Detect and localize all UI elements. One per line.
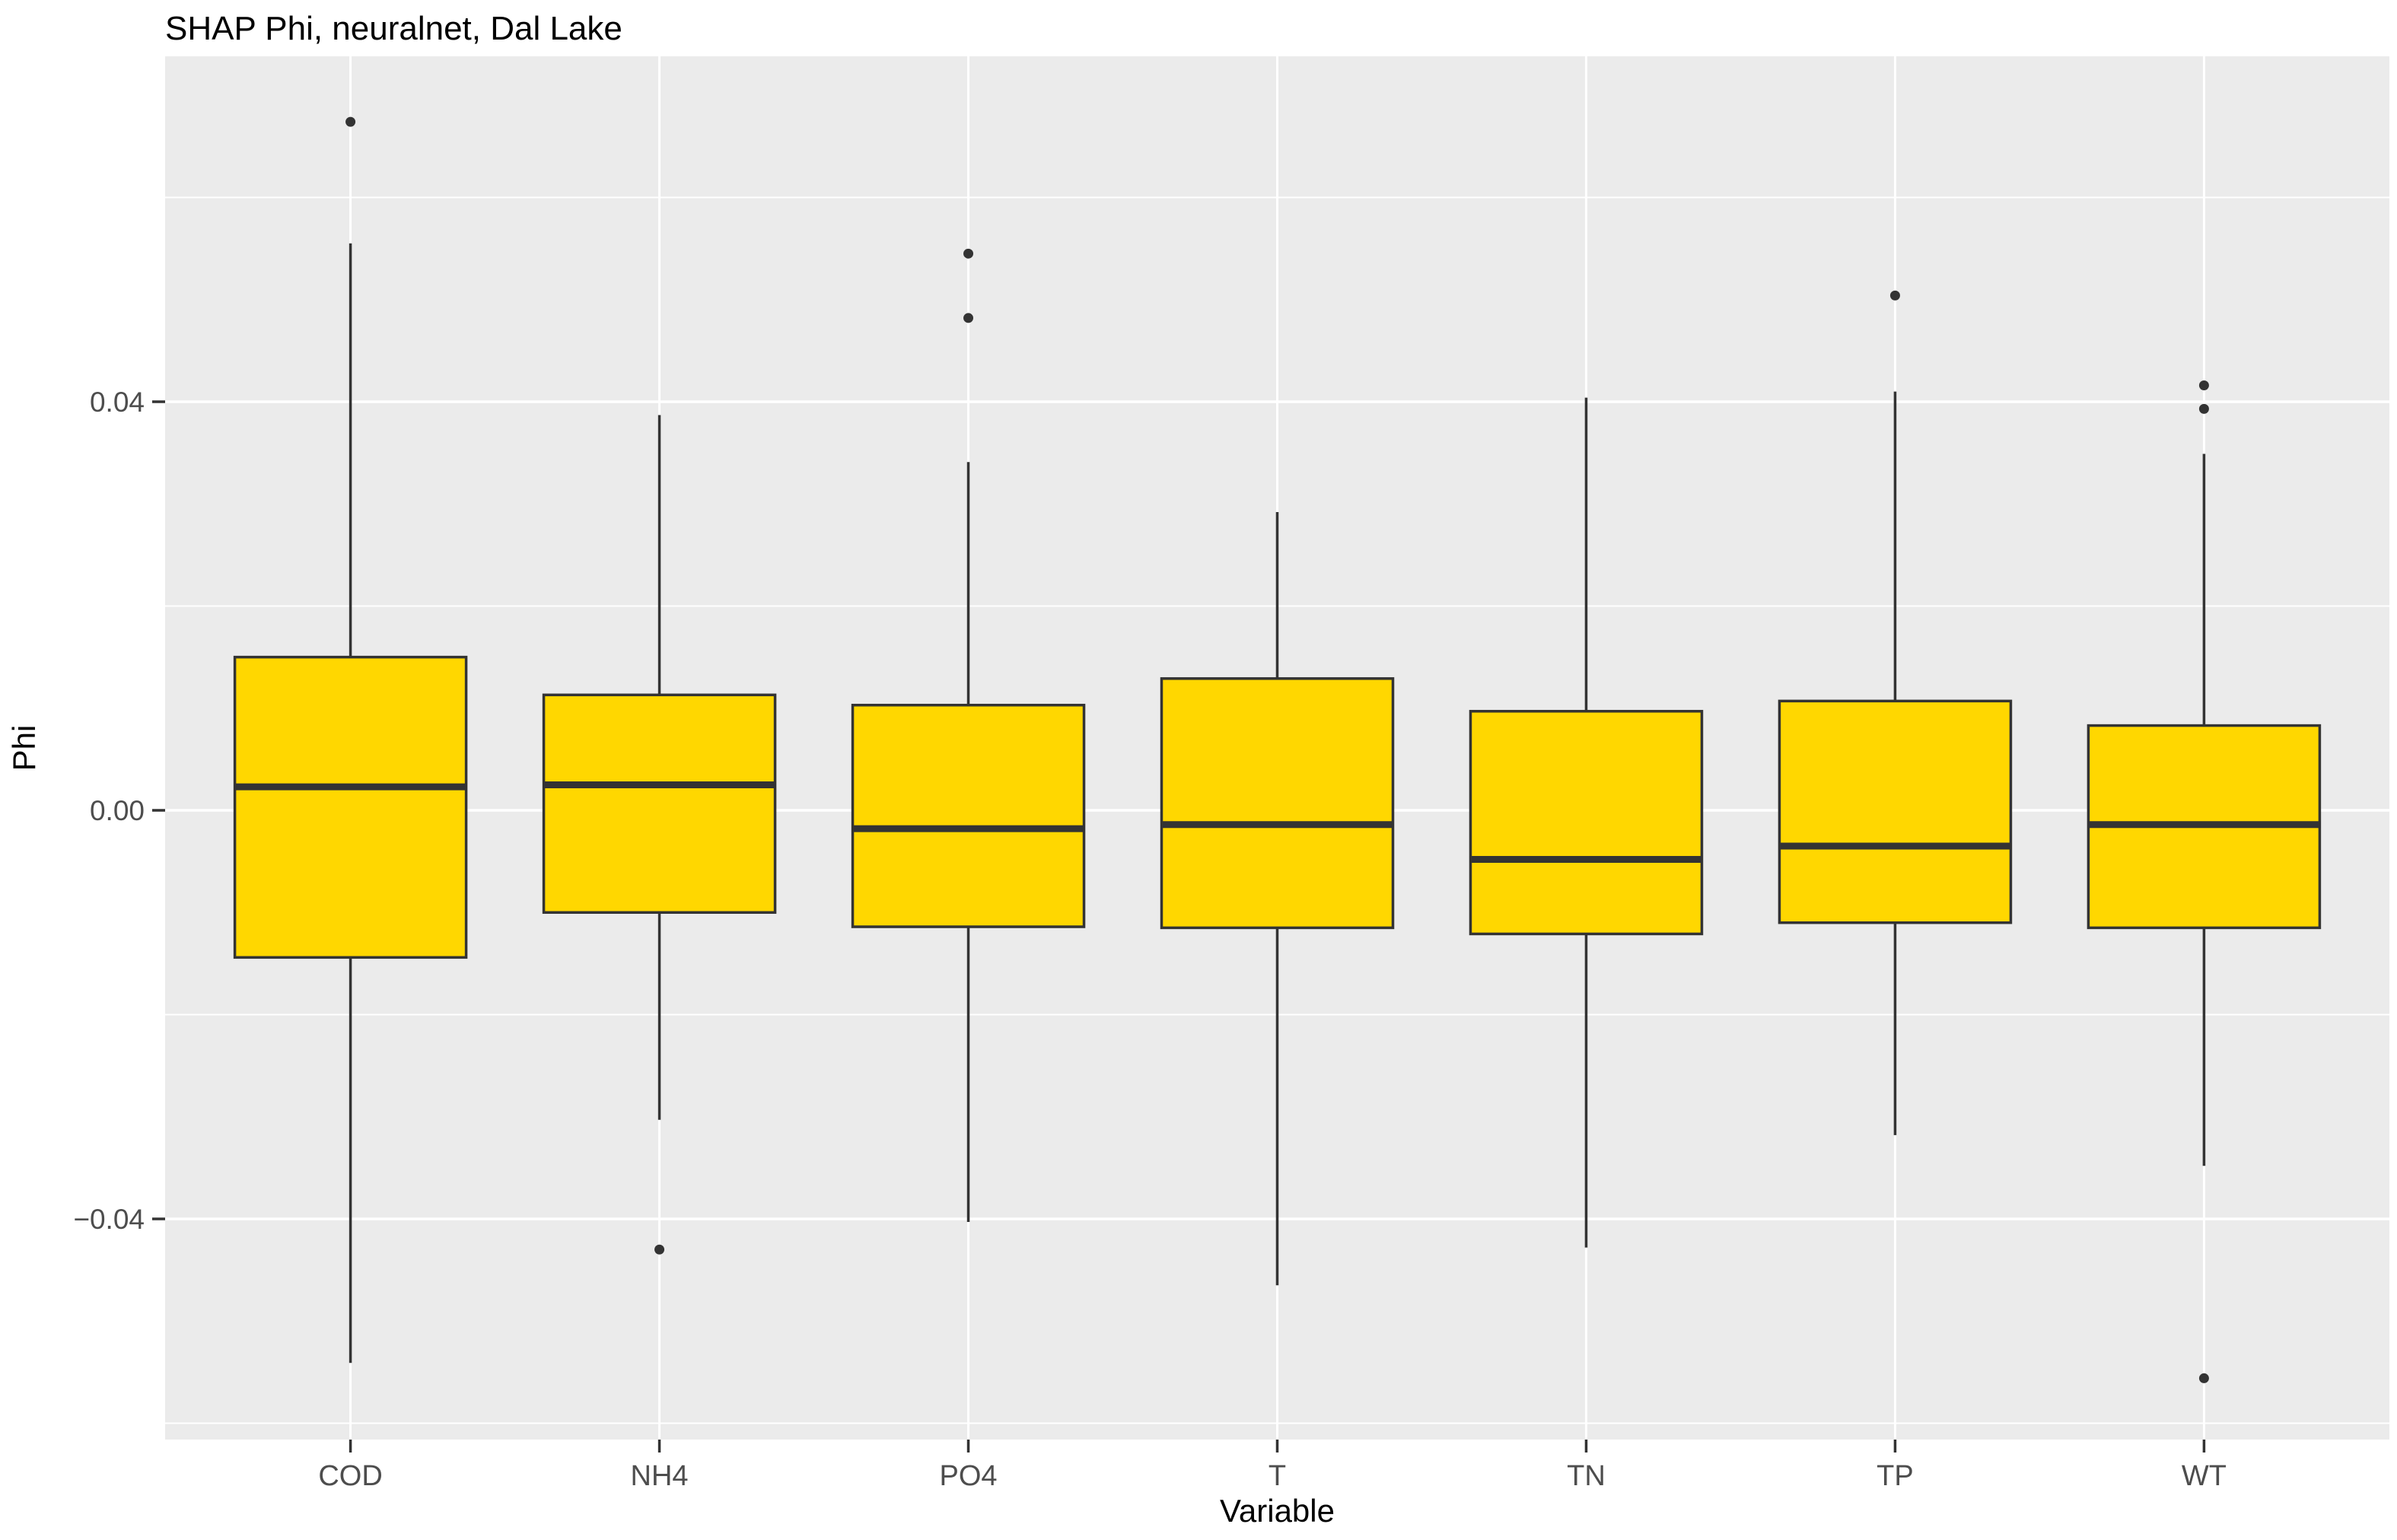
x-tick-label-T: T (1269, 1460, 1286, 1492)
box-COD (233, 655, 468, 959)
x-tick-label-PO4: PO4 (940, 1460, 998, 1492)
chart-title: SHAP Phi, neuralnet, Dal Lake (165, 10, 622, 47)
box-TP (1778, 699, 2013, 924)
box-NH4 (542, 693, 777, 914)
box-TN (1469, 710, 1704, 936)
outlier-COD-0 (345, 116, 356, 127)
y-tick-label-1: 0.00 (90, 795, 145, 826)
y-axis-title: Phi (6, 725, 42, 772)
y-tick-label-0: 0.04 (90, 387, 145, 418)
x-tick-label-COD: COD (318, 1460, 382, 1492)
outlier-NH4-0 (654, 1244, 665, 1255)
box-PO4 (851, 703, 1086, 928)
outlier-WT-0 (2198, 380, 2209, 391)
outlier-WT-1 (2198, 403, 2209, 414)
outlier-PO4-1 (963, 313, 974, 323)
x-tick-label-TN: TN (1567, 1460, 1606, 1492)
x-tick-label-TP: TP (1877, 1460, 1914, 1492)
y-tick-label-2: −0.04 (73, 1204, 145, 1235)
outlier-WT-2 (2198, 1373, 2209, 1383)
x-tick-label-WT: WT (2182, 1460, 2227, 1492)
x-tick-label-NH4: NH4 (631, 1460, 689, 1492)
outlier-TP-0 (1889, 290, 1900, 301)
outlier-PO4-0 (963, 248, 974, 259)
box-T (1160, 677, 1395, 930)
x-axis-title: Variable (1220, 1493, 1335, 1529)
